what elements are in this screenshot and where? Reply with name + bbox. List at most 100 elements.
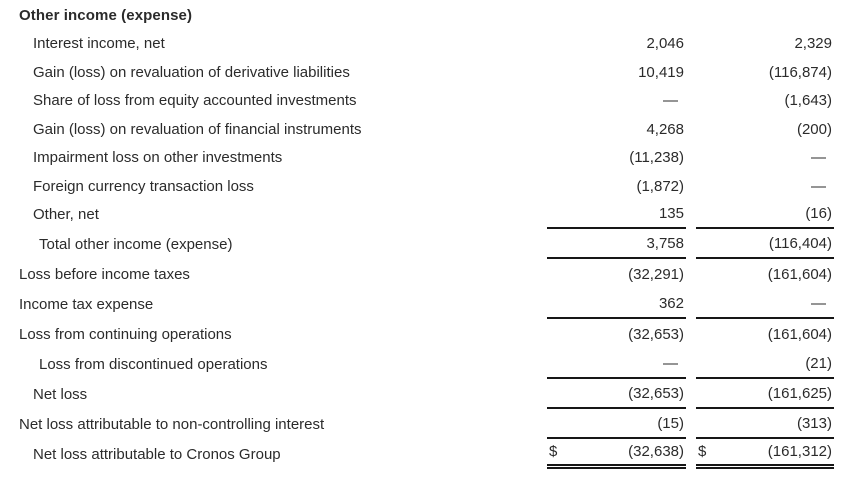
- row-label: Net loss: [33, 385, 88, 403]
- row-label: Share of loss from equity accounted inve…: [33, 92, 357, 110]
- cell-current-period: (32,291): [547, 259, 686, 289]
- cell-prior-period: $ (161,312): [696, 439, 834, 469]
- table-row: Net loss (32,653) (161,625): [0, 379, 849, 409]
- column-gap: [686, 349, 696, 379]
- cell-value: (200): [796, 120, 832, 138]
- right-margin: [834, 409, 849, 439]
- column-gap: [686, 439, 696, 469]
- cell-value: (21): [805, 354, 832, 372]
- row-label: Net loss attributable to Cronos Group: [33, 445, 281, 463]
- cell-value: (32,653): [628, 325, 684, 343]
- cell-prior-period: (116,874): [696, 58, 834, 87]
- cell-prior-period: (116,404): [696, 229, 834, 259]
- cell-value: —: [663, 354, 678, 372]
- cell-value: —: [811, 177, 826, 195]
- cell-current-period: 10,419: [547, 58, 686, 87]
- cell-value: 10,419: [638, 63, 684, 81]
- row-label: Net loss attributable to non-controlling…: [19, 415, 325, 433]
- row-label: Total other income (expense): [39, 235, 233, 253]
- cell-prior-period: (200): [696, 115, 834, 144]
- cell-value: (16): [805, 205, 832, 223]
- currency-symbol: $: [698, 443, 707, 460]
- cell-prior-period: (1,643): [696, 87, 834, 116]
- table-row: Foreign currency transaction loss (1,872…: [0, 172, 849, 201]
- cell-current-period: 4,268: [547, 115, 686, 144]
- table-row: Income tax expense 362 —: [0, 289, 849, 319]
- cell-prior-period: (16): [696, 201, 834, 229]
- row-label: Other, net: [33, 206, 99, 224]
- cell-value: (116,404): [768, 234, 832, 252]
- right-margin: [834, 87, 849, 116]
- table-row: Gain (loss) on revaluation of financial …: [0, 115, 849, 144]
- cell-value: (161,604): [767, 265, 832, 283]
- cell-value: —: [811, 294, 826, 312]
- currency-symbol: $: [549, 443, 558, 460]
- cell-current-period: 3,758: [547, 229, 686, 259]
- cell-value: 135: [658, 205, 684, 223]
- cell-value: (32,638): [628, 443, 684, 460]
- table-row: Other, net 135 (16): [0, 201, 849, 230]
- column-gap: [686, 379, 696, 409]
- cell-value: (32,291): [628, 265, 684, 283]
- right-margin: [834, 439, 849, 469]
- right-margin: [834, 58, 849, 87]
- column-gap: [686, 259, 696, 289]
- cell-value: —: [811, 149, 826, 167]
- cell-current-period: (15): [547, 409, 686, 439]
- right-margin: [834, 319, 849, 349]
- cell-current-period: [547, 1, 686, 30]
- table-row: Net loss attributable to Cronos Group $ …: [0, 439, 849, 469]
- cell-prior-period: —: [696, 172, 834, 201]
- column-gap: [686, 115, 696, 144]
- cell-current-period: 135: [547, 201, 686, 229]
- cell-value: (1,872): [636, 177, 684, 195]
- table-row: Total other income (expense) 3,758 (116,…: [0, 229, 849, 259]
- table-row: Other income (expense): [0, 1, 849, 30]
- cell-value: 362: [658, 294, 684, 312]
- column-gap: [686, 30, 696, 59]
- table-row: Loss before income taxes (32,291) (161,6…: [0, 259, 849, 289]
- cell-value: (15): [657, 414, 684, 432]
- cell-prior-period: (161,625): [696, 379, 834, 409]
- right-margin: [834, 144, 849, 173]
- cell-value: (161,604): [767, 325, 832, 343]
- right-margin: [834, 30, 849, 59]
- column-gap: [686, 289, 696, 319]
- row-label: Foreign currency transaction loss: [33, 177, 254, 195]
- cell-value: (161,312): [767, 443, 832, 460]
- row-label: Other income (expense): [19, 6, 193, 24]
- column-gap: [686, 1, 696, 30]
- cell-prior-period: (161,604): [696, 259, 834, 289]
- row-label: Loss from continuing operations: [19, 325, 232, 343]
- column-gap: [686, 409, 696, 439]
- cell-current-period: —: [547, 349, 686, 379]
- cell-value: 3,758: [646, 234, 684, 252]
- row-label: Income tax expense: [19, 295, 154, 313]
- table-row: Loss from continuing operations (32,653)…: [0, 319, 849, 349]
- cell-value: (1,643): [784, 92, 832, 110]
- table-row: Share of loss from equity accounted inve…: [0, 87, 849, 116]
- cell-value: (11,238): [629, 149, 684, 167]
- cell-prior-period: —: [696, 289, 834, 319]
- cell-current-period: (32,653): [547, 319, 686, 349]
- cell-value: —: [663, 92, 678, 110]
- column-gap: [686, 229, 696, 259]
- cell-current-period: 362: [547, 289, 686, 319]
- cell-value: (161,625): [767, 384, 832, 402]
- cell-prior-period: (313): [696, 409, 834, 439]
- column-gap: [686, 58, 696, 87]
- row-label: Gain (loss) on revaluation of financial …: [33, 120, 362, 138]
- cell-prior-period: (21): [696, 349, 834, 379]
- right-margin: [834, 349, 849, 379]
- cell-prior-period: [696, 1, 834, 30]
- row-label: Interest income, net: [33, 35, 165, 53]
- column-gap: [686, 144, 696, 173]
- table-row: Net loss attributable to non-controlling…: [0, 409, 849, 439]
- column-gap: [686, 319, 696, 349]
- cell-value: 2,046: [646, 35, 684, 53]
- cell-current-period: —: [547, 87, 686, 116]
- right-margin: [834, 201, 849, 230]
- cell-current-period: (1,872): [547, 172, 686, 201]
- right-margin: [834, 115, 849, 144]
- column-gap: [686, 87, 696, 116]
